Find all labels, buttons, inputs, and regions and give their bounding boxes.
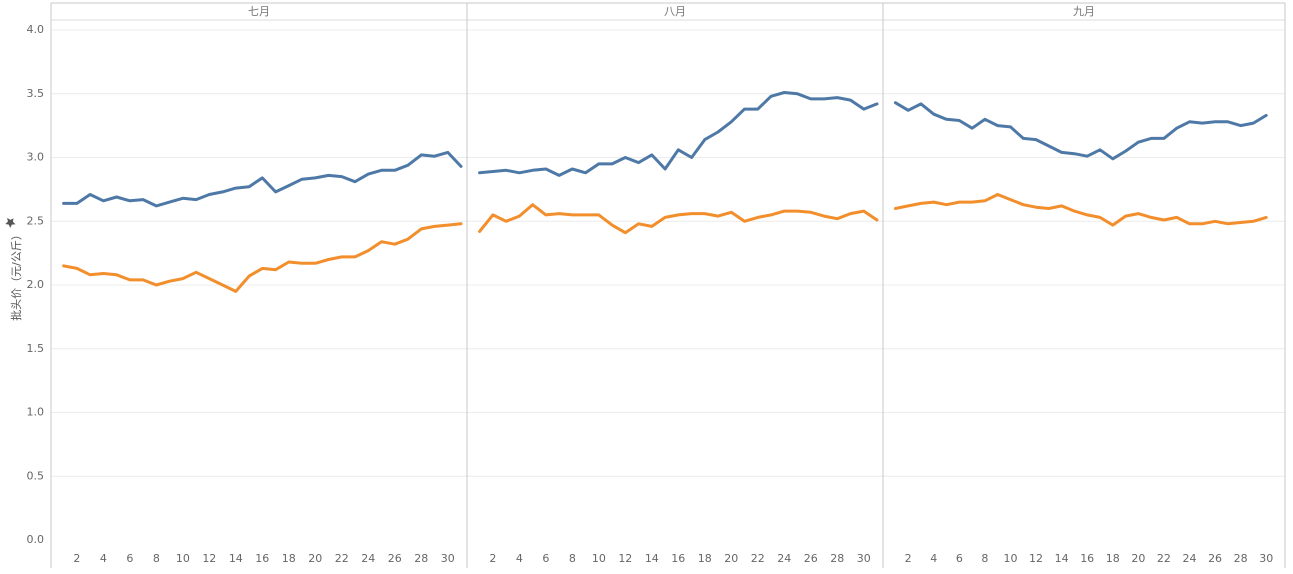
x-tick-label: 6 (126, 552, 133, 565)
x-tick-label: 12 (1029, 552, 1043, 565)
series-line-orange[interactable] (478, 203, 879, 235)
x-tick-label: 22 (751, 552, 765, 565)
y-tick-label: 3.5 (27, 87, 45, 100)
x-tick-label: 4 (100, 552, 107, 565)
panel-title: 七月 (248, 5, 270, 18)
x-tick-label: 4 (930, 552, 937, 565)
x-tick-label: 18 (698, 552, 712, 565)
x-tick-label: 26 (804, 552, 818, 565)
x-tick-label: 28 (830, 552, 844, 565)
x-tick-label: 24 (1182, 552, 1196, 565)
series-line-orange[interactable] (893, 193, 1268, 227)
x-tick-label: 12 (202, 552, 216, 565)
x-tick-label: 18 (1106, 552, 1120, 565)
x-tick-label: 30 (857, 552, 871, 565)
x-tick-label: 14 (1055, 552, 1069, 565)
panel-titles: 七月 八月 九月 (248, 5, 1095, 18)
x-tick-label: 10 (1003, 552, 1017, 565)
x-tick-label: 2 (905, 552, 912, 565)
x-tick-label: 16 (255, 552, 269, 565)
x-tick-label: 26 (388, 552, 402, 565)
x-tick-label: 10 (592, 552, 606, 565)
x-tick-label: 22 (1157, 552, 1171, 565)
y-tick-label: 3.0 (27, 151, 45, 164)
x-tick-label: 20 (308, 552, 322, 565)
x-tick-label: 26 (1208, 552, 1222, 565)
y-tick-label: 1.0 (27, 406, 45, 419)
x-tick-label: 14 (229, 552, 243, 565)
y-tick-label: 0.0 (27, 533, 45, 546)
x-tick-label: 8 (569, 552, 576, 565)
y-tick-label: 4.0 (27, 23, 45, 36)
x-tick-label: 24 (777, 552, 791, 565)
x-tick-label: 14 (645, 552, 659, 565)
series-line-blue[interactable] (893, 101, 1268, 161)
x-tick-label: 12 (618, 552, 632, 565)
x-tick-label: 10 (176, 552, 190, 565)
x-tick-label: 2 (73, 552, 80, 565)
x-tick-label: 16 (1080, 552, 1094, 565)
y-tick-label: 0.5 (27, 469, 45, 482)
x-tick-label: 20 (1131, 552, 1145, 565)
x-tick-label: 6 (956, 552, 963, 565)
x-tick-label: 28 (1234, 552, 1248, 565)
x-axis: 2 4 6 8 10 12 14 16 18 20 22 24 26 28 30 2 4 6 8 10 12 14 16 18… (73, 552, 1273, 565)
series-line-blue[interactable] (478, 91, 879, 177)
pin-icon[interactable] (3, 215, 17, 229)
x-tick-label: 18 (282, 552, 296, 565)
x-tick-label: 6 (542, 552, 549, 565)
gridlines (51, 29, 1285, 477)
x-tick-label: 28 (414, 552, 428, 565)
series-lines (62, 91, 1268, 293)
x-tick-label: 30 (1259, 552, 1273, 565)
y-axis: 0.0 0.5 1.0 1.5 2.0 2.5 3.0 3.5 4.0 (27, 23, 45, 546)
x-tick-label: 16 (671, 552, 685, 565)
x-tick-label: 4 (516, 552, 523, 565)
x-tick-label: 30 (441, 552, 455, 565)
panel-frames (50, 2, 1286, 568)
x-tick-label: 8 (981, 552, 988, 565)
y-tick-label: 1.5 (27, 342, 45, 355)
x-tick-label: 8 (153, 552, 160, 565)
y-axis-title-group: 批头价（元/公斤） (9, 229, 23, 321)
y-axis-title: 批头价（元/公斤） (9, 229, 23, 321)
x-tick-label: 22 (335, 552, 349, 565)
series-line-orange[interactable] (62, 222, 463, 293)
x-tick-label: 20 (724, 552, 738, 565)
series-line-blue[interactable] (62, 150, 463, 208)
x-tick-label: 2 (489, 552, 496, 565)
y-tick-label: 2.5 (27, 214, 45, 227)
panel-title: 九月 (1073, 5, 1095, 18)
y-tick-label: 2.0 (27, 278, 45, 291)
x-tick-label: 24 (361, 552, 375, 565)
panel-title: 八月 (664, 5, 686, 18)
